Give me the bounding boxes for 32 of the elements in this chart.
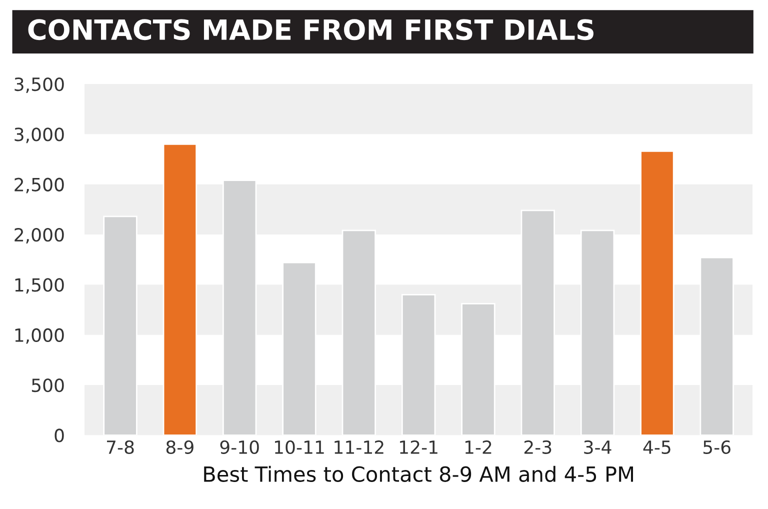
bar bbox=[401, 294, 436, 436]
y-tick-label: 0 bbox=[54, 428, 64, 442]
bar bbox=[520, 210, 555, 436]
y-tick-label: 3,000 bbox=[14, 128, 64, 144]
bar bbox=[700, 256, 734, 436]
x-tick-label: 4-5 bbox=[643, 440, 670, 454]
y-tick-label: 1,500 bbox=[15, 278, 64, 294]
x-tick-label: 10-11 bbox=[274, 440, 324, 454]
bar bbox=[103, 216, 138, 436]
y-tick-label: 1,000 bbox=[15, 328, 64, 344]
y-tick-label: 2,000 bbox=[14, 228, 64, 244]
y-tick-label: 500 bbox=[32, 378, 64, 392]
x-tick-label: 7-8 bbox=[107, 440, 134, 454]
bar bbox=[342, 230, 376, 436]
x-tick-label: 2-3 bbox=[524, 440, 552, 454]
x-tick-label: 1-2 bbox=[465, 440, 492, 454]
bar bbox=[282, 262, 316, 436]
bar bbox=[222, 180, 257, 436]
y-tick-label: 2,500 bbox=[14, 178, 64, 194]
x-tick-label: 3-4 bbox=[584, 440, 612, 454]
bar bbox=[580, 230, 615, 436]
x-axis-title: Best Times to Contact 8-9 AM and 4-5 PM bbox=[204, 466, 633, 482]
bar bbox=[640, 150, 674, 436]
x-tick-label: 12-1 bbox=[400, 440, 438, 454]
chart-title: CONTACTS MADE FROM FIRST DIALS bbox=[28, 19, 594, 40]
x-tick-label: 8-9 bbox=[166, 440, 194, 454]
x-tick-label: 11-12 bbox=[334, 440, 384, 454]
y-tick-label: 3,500 bbox=[14, 77, 64, 93]
x-tick-label: 5-6 bbox=[703, 440, 730, 454]
bar bbox=[162, 143, 198, 436]
bar bbox=[461, 303, 496, 436]
x-tick-label: 9-10 bbox=[220, 440, 259, 454]
